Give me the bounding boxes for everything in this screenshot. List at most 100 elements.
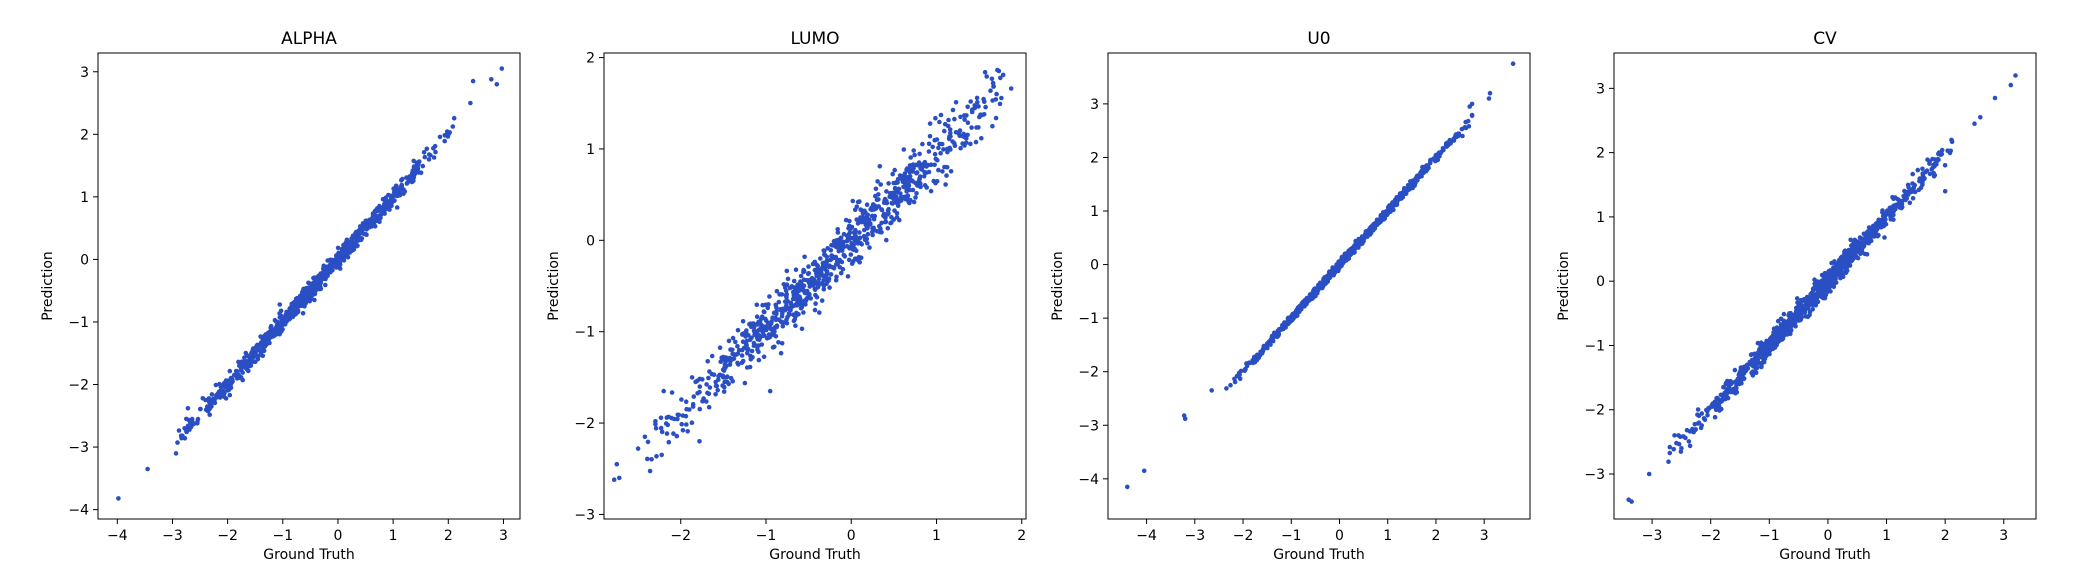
scatter-point [1008, 86, 1014, 91]
scatter-point [864, 202, 870, 207]
scatter-point [1925, 157, 1930, 162]
y-tick-label: −2 [1078, 365, 1099, 381]
scatter-point [799, 326, 805, 332]
scatter-point [1247, 360, 1252, 366]
scatter-point [1346, 251, 1351, 256]
scatter-point [1910, 196, 1916, 201]
scatter-point [666, 439, 672, 445]
scatter-point [815, 284, 821, 290]
scatter-point [297, 299, 303, 304]
scatter-point [451, 115, 457, 121]
scatter-point [1337, 258, 1343, 264]
y-tick-label: 2 [586, 51, 595, 67]
scatter-point [1734, 389, 1740, 395]
scatter-point [377, 219, 382, 224]
scatter-point [690, 404, 696, 409]
scatter-point [1646, 471, 1652, 477]
scatter-point [175, 440, 180, 445]
scatter-point [290, 303, 295, 309]
scatter-points [116, 66, 505, 501]
scatter-point [913, 195, 918, 200]
scatter-point [260, 343, 265, 349]
scatter-point [795, 282, 800, 288]
scatter-point [740, 332, 745, 337]
scatter-point [664, 415, 670, 420]
scatter-point [1902, 195, 1907, 200]
scatter-point [277, 314, 283, 320]
scatter-point [653, 421, 658, 427]
scatter-point [1832, 271, 1837, 276]
scatter-point [819, 298, 825, 303]
scatter-point [763, 316, 768, 322]
scatter-point [780, 323, 786, 329]
scatter-point [1319, 283, 1324, 288]
scatter-point [846, 245, 852, 250]
scatter-point [867, 217, 872, 222]
scatter-point [1992, 95, 1998, 101]
scatter-point [433, 149, 438, 155]
scatter-point [916, 160, 922, 165]
y-tick-label: 3 [80, 65, 89, 81]
scatter-point [411, 164, 417, 169]
scatter-point [807, 284, 813, 289]
scatter-point [867, 245, 872, 250]
scatter-point [1755, 359, 1761, 365]
scatter-point [232, 372, 238, 378]
scatter-point [743, 341, 749, 347]
scatter-point [229, 380, 235, 385]
scatter-point [824, 281, 829, 287]
y-axis-label: Prediction [1050, 251, 1066, 321]
scatter-point [910, 162, 916, 168]
scatter-point [1377, 216, 1383, 222]
scatter-point [1361, 236, 1366, 242]
scatter-point [822, 274, 827, 280]
scatter-point [653, 426, 659, 431]
scatter-point [1830, 279, 1835, 285]
scatter-point [312, 297, 317, 303]
scatter-point [947, 134, 953, 140]
scatter-point [1857, 248, 1862, 254]
scatter-point [1847, 263, 1853, 268]
scatter-point [829, 242, 834, 248]
scatter-point [212, 400, 218, 406]
scatter-point [879, 207, 884, 212]
scatter-point [927, 133, 933, 139]
scatter-point [785, 276, 791, 282]
scatter-point [1735, 379, 1741, 384]
scatter-point [1486, 96, 1492, 101]
scatter-point [704, 382, 709, 387]
scatter-point [706, 404, 712, 410]
scatter-point [801, 277, 807, 283]
scatter-point [213, 382, 219, 388]
scatter-point [410, 169, 416, 175]
scatter-point [735, 343, 740, 349]
scatter-point [1865, 233, 1871, 239]
scatter-point [1695, 412, 1700, 418]
scatter-point [375, 214, 381, 219]
scatter-point [1407, 187, 1412, 192]
scatter-point [697, 406, 703, 412]
scatter-point [991, 83, 996, 89]
scatter-point [217, 393, 222, 398]
scatter-point [794, 310, 799, 316]
scatter-point [852, 256, 858, 262]
scatter-point [868, 222, 873, 227]
scatter-point [818, 256, 823, 261]
scatter-point [200, 396, 206, 401]
scatter-point [877, 229, 883, 235]
scatter-point [871, 225, 876, 231]
scatter-point [788, 308, 793, 313]
y-tick-label: 1 [586, 142, 595, 158]
scatter-point [897, 173, 903, 178]
scatter-point [835, 230, 841, 235]
scatter-point [1307, 297, 1312, 303]
x-tick-label: 3 [1999, 528, 2008, 544]
scatter-point [364, 225, 370, 231]
scatter-point [685, 429, 690, 434]
scatter-point [838, 270, 844, 276]
scatter-point [725, 379, 730, 385]
scatter-point [328, 257, 333, 263]
scatter-point [421, 150, 427, 155]
scatter-point [798, 279, 803, 284]
scatter-point [243, 350, 249, 356]
